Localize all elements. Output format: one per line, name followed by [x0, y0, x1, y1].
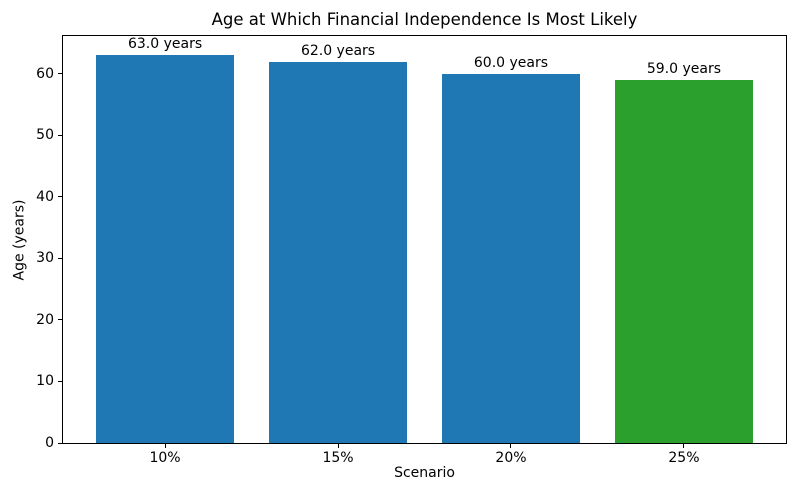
y-tick-label: 10 [36, 373, 54, 390]
y-tick-mark [58, 380, 62, 382]
x-tick-mark [337, 444, 339, 448]
y-tick-label: 20 [36, 311, 54, 328]
x-tick-mark [164, 444, 166, 448]
x-tick-label: 10% [149, 450, 181, 466]
y-tick-mark [58, 134, 62, 136]
y-tick-label: 40 [36, 188, 54, 205]
bar [441, 73, 581, 443]
bar [268, 61, 408, 443]
x-tick-label: 25% [668, 450, 700, 466]
bar-value-label: 59.0 years [646, 60, 722, 77]
bar-value-label: 60.0 years [473, 54, 549, 71]
y-tick-label: 30 [36, 250, 54, 267]
x-axis-label: Scenario [394, 465, 455, 481]
x-tick-label: 15% [322, 450, 354, 466]
chart-title: Age at Which Financial Independence Is M… [211, 10, 638, 29]
bar-value-label: 62.0 years [300, 42, 376, 59]
bar [95, 55, 235, 443]
bar [614, 79, 754, 443]
y-tick-label: 0 [45, 435, 54, 451]
x-tick-mark [683, 444, 685, 448]
x-tick-label: 20% [495, 450, 527, 466]
y-axis-label: Age (years) [11, 199, 28, 281]
y-tick-mark [58, 319, 62, 321]
y-tick-mark [58, 73, 62, 75]
y-tick-mark [58, 196, 62, 198]
y-tick-label: 50 [36, 127, 54, 144]
bar-value-label: 63.0 years [127, 36, 203, 53]
y-tick-label: 60 [36, 65, 54, 82]
y-tick-mark [58, 442, 62, 444]
x-tick-mark [510, 444, 512, 448]
y-tick-mark [58, 257, 62, 259]
